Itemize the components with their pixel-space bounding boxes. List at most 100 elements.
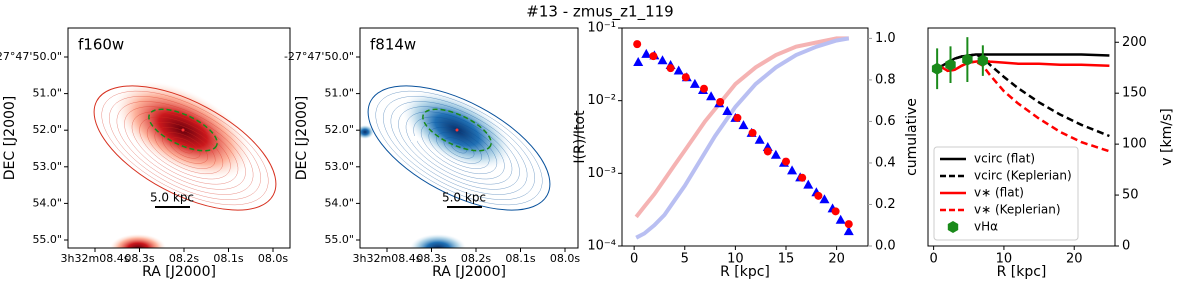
point bbox=[666, 64, 675, 73]
y2-tick-label: 0.0 bbox=[875, 239, 896, 254]
legend-label: v∗ (flat) bbox=[974, 186, 1024, 200]
isophote bbox=[367, 85, 551, 211]
x-axis-label: RA [J2000] bbox=[432, 264, 506, 280]
point bbox=[716, 97, 725, 106]
point bbox=[787, 165, 798, 175]
point bbox=[633, 57, 644, 67]
series-line bbox=[936, 53, 1110, 138]
scale-bar-label: 5.0 kpc bbox=[150, 191, 194, 205]
y-tick-label: 10⁻² bbox=[587, 93, 616, 108]
point bbox=[931, 62, 943, 75]
y-tick-label: 55.0" bbox=[324, 233, 354, 246]
point bbox=[962, 53, 973, 66]
point bbox=[754, 134, 765, 144]
frame bbox=[621, 27, 869, 247]
plot-area bbox=[633, 36, 854, 240]
y-tick-label: -27°47'50.0" bbox=[284, 50, 354, 63]
series-line bbox=[635, 36, 850, 240]
point bbox=[633, 40, 642, 49]
point bbox=[689, 78, 700, 88]
y2-tick-label: 150 bbox=[1122, 86, 1147, 101]
x-tick-label: 5 bbox=[681, 252, 689, 267]
plot-panel: 0 10 20 R [kpc] 0 50 100 150 200 v [km/s] vcirc (f… bbox=[927, 27, 1175, 280]
y-tick-label: 52.0" bbox=[32, 123, 62, 136]
y2-tick-label: 100 bbox=[1122, 137, 1147, 152]
point bbox=[722, 106, 733, 116]
bottom-source bbox=[110, 234, 166, 248]
center bbox=[181, 128, 185, 132]
isophote bbox=[154, 127, 216, 169]
x-tick-label: 20 bbox=[1066, 252, 1083, 267]
center bbox=[455, 128, 459, 132]
plot-panel: 0 5 10 15 20 R [kpc] 10⁻¹ 10⁻² 10⁻³ 10⁻⁴ I(R)/Itot… bbox=[572, 21, 920, 281]
effective-radius bbox=[148, 108, 218, 152]
panel-label: f814w bbox=[370, 36, 416, 54]
point bbox=[733, 113, 742, 122]
y-tick-label: -27°47'50.0" bbox=[0, 50, 62, 63]
y2-tick-label: 0.6 bbox=[875, 114, 896, 129]
y-tick-label: 10⁻⁴ bbox=[587, 239, 616, 254]
isophote bbox=[131, 111, 239, 185]
legend-swatch bbox=[947, 221, 959, 233]
y2-axis-label: v [km/s] bbox=[1159, 108, 1175, 165]
point bbox=[803, 179, 814, 189]
isophote bbox=[405, 111, 513, 185]
plot-area bbox=[931, 37, 1110, 153]
x-tick-label: 0 bbox=[630, 252, 638, 267]
x-tick-label: 08.1s bbox=[505, 252, 535, 265]
point bbox=[977, 54, 988, 67]
x-tick-label: 08.2s bbox=[461, 252, 491, 265]
point bbox=[798, 173, 807, 182]
side-source bbox=[360, 125, 374, 139]
y-tick-label: 55.0" bbox=[32, 233, 62, 246]
point bbox=[831, 207, 840, 216]
x-axis-label: R [kpc] bbox=[997, 264, 1047, 280]
point bbox=[814, 191, 823, 200]
y-tick-label: 51.0" bbox=[32, 87, 62, 100]
x-tick-label: 08.0s bbox=[258, 252, 288, 265]
y-tick-label: 53.0" bbox=[324, 160, 354, 173]
point bbox=[770, 149, 781, 159]
x-tick-label: 10 bbox=[727, 252, 744, 267]
point bbox=[673, 65, 684, 75]
panel-label: f160w bbox=[78, 36, 124, 54]
scale-bar-label: 5.0 kpc bbox=[442, 191, 486, 205]
point bbox=[819, 194, 830, 204]
y2-tick-label: 0.4 bbox=[875, 155, 896, 170]
isophote bbox=[420, 121, 498, 175]
y2-tick-label: 0.2 bbox=[875, 197, 896, 212]
point bbox=[835, 214, 846, 224]
legend-box bbox=[933, 146, 1079, 241]
marker bbox=[411, 136, 417, 142]
frame bbox=[927, 27, 1116, 247]
point bbox=[843, 226, 854, 236]
y-axis-label: I(R)/Itot bbox=[572, 110, 588, 164]
x-tick-label: 3h32m08.4s bbox=[353, 252, 422, 265]
point bbox=[641, 48, 652, 58]
x-tick-label: 08.3s bbox=[124, 252, 154, 265]
series-line bbox=[936, 60, 1110, 153]
isophote bbox=[101, 90, 269, 206]
isophote bbox=[93, 85, 277, 211]
legend-label: vHα bbox=[974, 220, 998, 234]
image-panel: f814w 5.0 kpc -27°47'50.0" 51.0" 52.0" 53.0" 5… bbox=[284, 27, 580, 280]
x-tick-label: 20 bbox=[828, 252, 845, 267]
y-axis-label: DEC [J2000] bbox=[2, 96, 18, 181]
point bbox=[657, 55, 668, 65]
x-tick-label: 3h32m08.4s bbox=[61, 252, 130, 265]
y2-tick-label: 0.8 bbox=[875, 72, 896, 87]
y-tick-label: 52.0" bbox=[324, 123, 354, 136]
x-tick-label: 0 bbox=[929, 252, 937, 267]
y-tick-label: 54.0" bbox=[32, 196, 62, 209]
frame bbox=[359, 27, 579, 249]
isophote bbox=[375, 90, 543, 206]
legend-label: vcirc (Keplerian) bbox=[974, 169, 1072, 183]
x-tick-label: 15 bbox=[778, 252, 795, 267]
isophote bbox=[146, 121, 224, 175]
isophote bbox=[428, 127, 490, 169]
image bbox=[360, 28, 578, 248]
x-tick-label: 08.1s bbox=[213, 252, 243, 265]
y-tick-label: 51.0" bbox=[324, 87, 354, 100]
point bbox=[748, 128, 757, 137]
legend-label: vcirc (flat) bbox=[974, 152, 1035, 166]
